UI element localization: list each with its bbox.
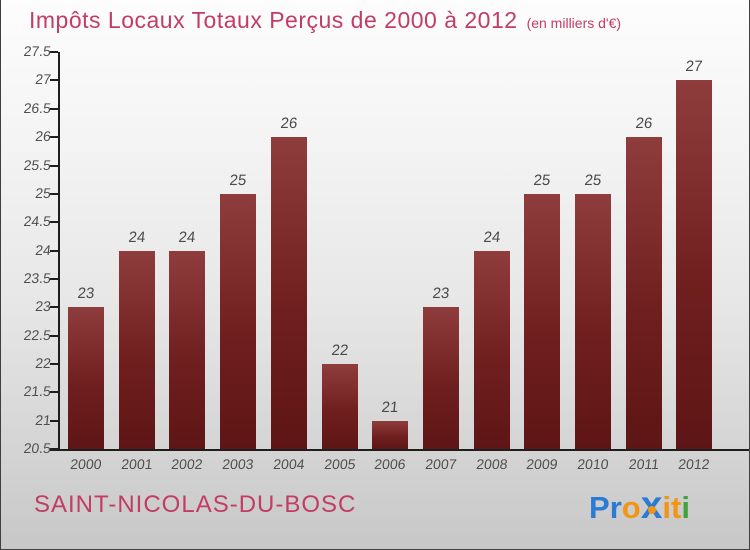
y-axis-tick [50,79,58,82]
bar-value-label: 24 [482,228,501,246]
bar-2001 [118,250,155,449]
x-axis-label-2003: 2003 [221,456,255,472]
x-axis-label-2006: 2006 [373,456,407,472]
y-axis-tick-label: 27.5 [22,43,52,60]
bar-value-label: 27 [685,58,704,76]
bar-value-label: 25 [228,171,248,189]
logo-letter-i: i [662,490,672,525]
bar-2009 [524,193,561,449]
bar-value-label: 25 [533,171,552,189]
proxiti-logo[interactable]: Proxiti [589,484,690,528]
location-label: SAINT-NICOLAS-DU-BOSC [34,491,357,518]
y-axis-tick-label: 25.5 [22,156,52,173]
y-axis-tick [50,192,58,195]
bar-2002 [169,250,206,449]
y-axis-tick-label: 22.5 [22,326,52,343]
x-axis-label-2007: 2007 [424,456,458,472]
bar-value-label: 26 [279,115,299,133]
y-axis-tick-label: 21.5 [22,383,52,400]
y-axis-tick [50,221,58,224]
y-axis-tick-label: 26 [34,128,52,145]
y-axis-tick-label: 20.5 [22,440,52,456]
chart-title: Impôts Locaux Totaux Perçus de 2000 à 20… [29,7,518,33]
bar-2010 [575,193,611,449]
y-axis-tick [50,306,58,309]
bar-value-label: 23 [431,285,451,303]
y-axis-tick-label: 25 [34,184,52,201]
bar-2011 [625,137,662,449]
bar-2012 [676,80,713,449]
bar-value-label: 22 [330,341,349,359]
x-axis-label-2012: 2012 [677,456,711,472]
y-axis-tick [50,107,58,110]
logo-x-center-dot [647,505,656,514]
bar-2008 [473,250,510,449]
x-axis-label-2008: 2008 [475,456,509,472]
y-axis-tick [50,277,58,280]
bar-2000 [68,307,104,449]
y-axis-tick-label: 26.5 [22,99,52,116]
y-axis-tick [50,362,58,365]
x-axis-label-2009: 2009 [525,456,559,472]
y-axis-tick [50,448,58,450]
bar-value-label: 21 [380,398,400,416]
y-axis-tick-label: 27 [34,71,52,88]
y-axis-line [58,52,60,451]
x-axis-label-2001: 2001 [120,456,154,472]
y-axis-tick [50,51,58,54]
bar-value-label: 24 [127,228,146,246]
y-axis-tick [50,164,58,167]
y-axis-tick [50,136,58,139]
bar-2003 [220,193,257,449]
x-axis-label-2002: 2002 [170,456,204,472]
logo-letter-r: r [609,490,622,525]
y-axis-tick [50,249,58,252]
bar-2007 [422,307,459,449]
x-axis-line [50,449,749,451]
y-axis-tick [50,419,58,422]
bar-2006 [372,420,409,449]
y-axis-tick [50,391,58,394]
x-axis-label-2005: 2005 [323,456,356,472]
bar-value-label: 26 [634,115,653,133]
bar-value-label: 23 [76,285,96,303]
logo-letter-p: P [589,490,610,525]
chart-title-row: Impôts Locaux Totaux Perçus de 2000 à 20… [29,7,621,34]
x-axis-label-2000: 2000 [69,456,103,472]
y-axis-tick-label: 24.5 [22,213,52,230]
y-axis-tick [50,334,58,337]
chart-subtitle: (en milliers d'€) [526,15,622,31]
y-axis-tick-label: 24 [34,241,52,258]
bar-2005 [321,363,358,449]
x-axis-label-2010: 2010 [576,456,610,472]
x-axis-label-2011: 2011 [627,456,660,472]
logo-letter-o: o [621,490,641,525]
logo-letter-x: x [641,484,663,528]
bar-value-label: 24 [178,228,197,246]
y-axis-tick-label: 23 [34,298,52,315]
y-axis-tick-label: 23.5 [22,269,52,286]
logo-letter-t: t [671,490,682,525]
y-axis-tick-label: 22 [34,354,52,371]
bar-value-label: 25 [583,171,603,189]
x-axis-label-2004: 2004 [272,456,306,472]
logo-letter-i: i [681,490,690,525]
y-axis-tick-label: 21 [34,411,52,428]
bar-2004 [270,137,307,449]
